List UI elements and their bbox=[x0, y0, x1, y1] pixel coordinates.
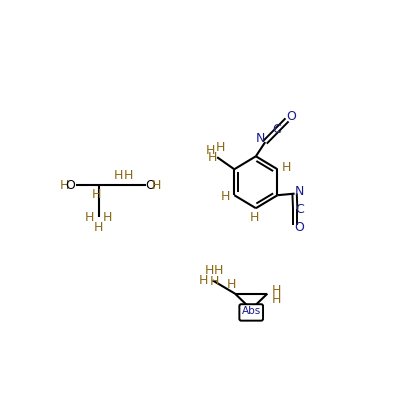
Text: H: H bbox=[271, 293, 281, 307]
Text: H: H bbox=[124, 169, 133, 182]
Text: H: H bbox=[209, 275, 218, 289]
Text: H: H bbox=[113, 169, 123, 182]
Text: N: N bbox=[294, 185, 303, 198]
Text: H: H bbox=[91, 188, 101, 201]
Text: H: H bbox=[93, 221, 103, 234]
Text: O: O bbox=[65, 179, 75, 192]
Text: H: H bbox=[227, 278, 236, 291]
Text: H: H bbox=[207, 151, 217, 164]
Text: H: H bbox=[214, 264, 223, 277]
Text: H: H bbox=[281, 161, 290, 174]
FancyBboxPatch shape bbox=[239, 304, 262, 321]
Text: H: H bbox=[103, 210, 112, 224]
Text: O: O bbox=[285, 110, 295, 123]
Text: C: C bbox=[272, 123, 281, 136]
Text: H: H bbox=[205, 144, 215, 157]
Text: H: H bbox=[198, 274, 208, 287]
Text: O: O bbox=[145, 179, 155, 192]
Text: N: N bbox=[255, 132, 264, 145]
Text: H: H bbox=[204, 264, 214, 277]
Text: Abs: Abs bbox=[241, 306, 260, 316]
Text: O: O bbox=[294, 221, 304, 234]
Text: H: H bbox=[220, 190, 229, 203]
Text: H: H bbox=[59, 179, 69, 192]
Text: C: C bbox=[294, 203, 303, 216]
Text: H: H bbox=[84, 210, 94, 224]
Text: H: H bbox=[271, 284, 281, 297]
Text: H: H bbox=[249, 211, 258, 224]
Text: H: H bbox=[152, 179, 161, 192]
Text: H: H bbox=[215, 141, 225, 154]
